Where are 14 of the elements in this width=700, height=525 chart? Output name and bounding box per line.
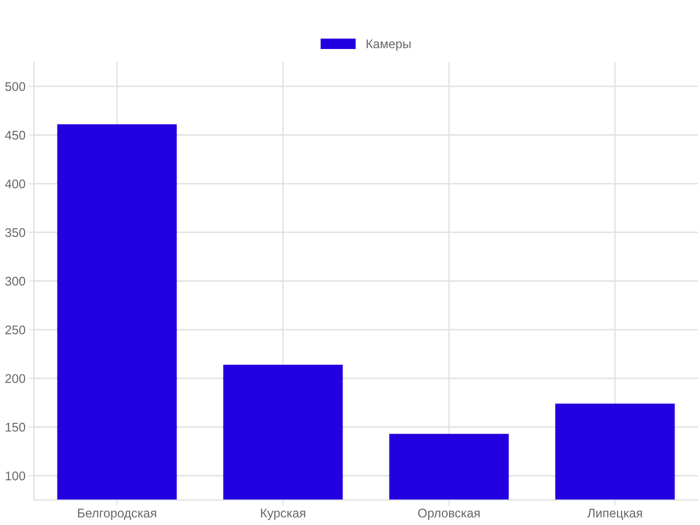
y-tick-label: 350: [5, 228, 26, 237]
y-tick-label: 150: [6, 422, 26, 432]
x-tick-label: Белгородская: [78, 508, 156, 520]
y-tick-label: 200: [5, 374, 26, 383]
x-tick-label: Липецкая: [587, 508, 642, 520]
y-tick-label: 300: [5, 276, 26, 286]
y-tick-label: 500: [5, 82, 26, 91]
y-tick-label: 400: [5, 179, 26, 188]
y-tick-label: 450: [5, 130, 26, 140]
y-tick-label: 250: [5, 325, 26, 334]
legend-label: Камеры: [366, 40, 410, 51]
y-tick-label: 100: [6, 471, 26, 480]
x-tick-label: Орловская: [418, 508, 480, 520]
x-tick-label: Курская: [260, 508, 306, 520]
